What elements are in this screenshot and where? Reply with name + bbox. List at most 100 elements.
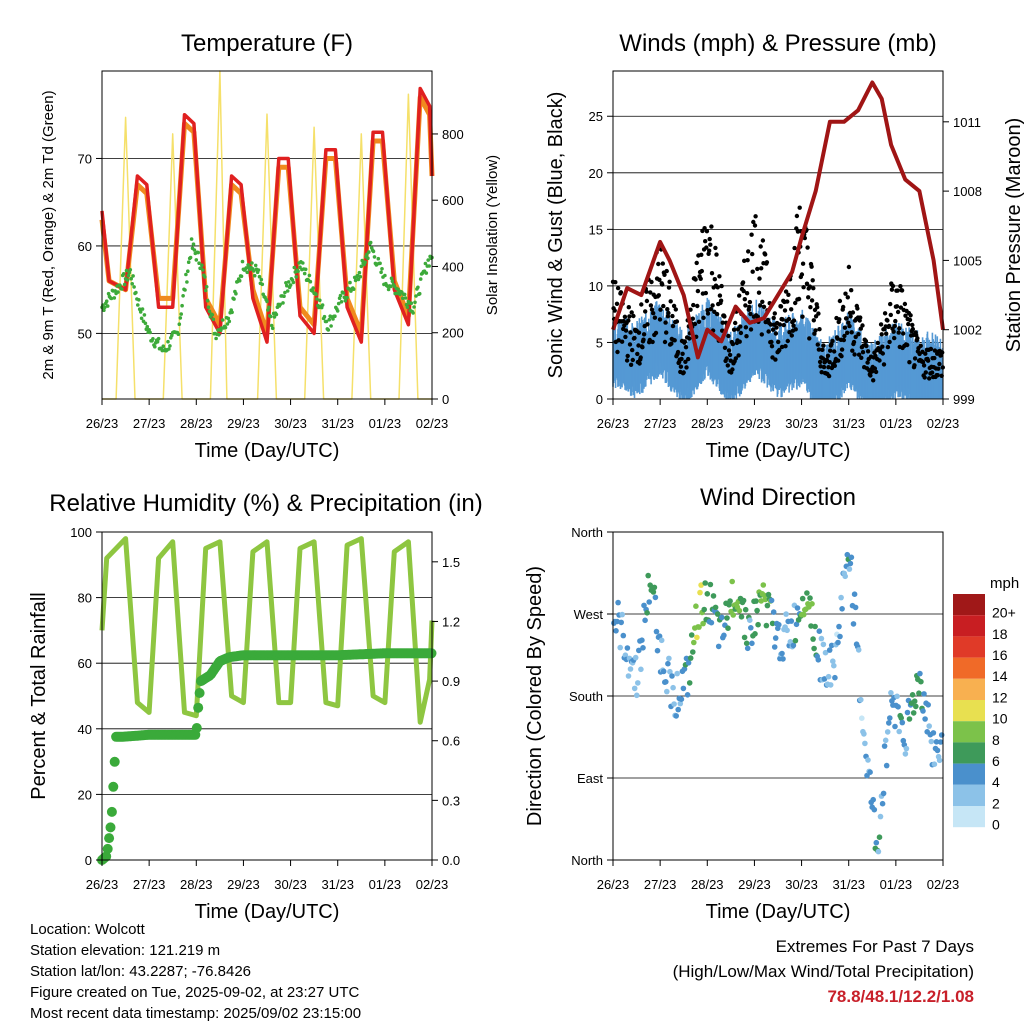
direction-point: [894, 693, 900, 700]
dewpoint-point: [250, 261, 254, 265]
dewpoint-point: [176, 332, 181, 337]
gust-point: [928, 346, 934, 352]
direction-point: [810, 636, 816, 642]
dewpoint-point: [192, 248, 197, 252]
legend-label: 14: [992, 668, 1008, 684]
dewpoint-point: [405, 305, 410, 310]
humidity-x-label: Time (Day/UTC): [195, 901, 340, 923]
gust-point: [686, 356, 691, 362]
y-tick-label: West: [574, 607, 604, 622]
dewpoint-point: [129, 276, 133, 281]
gust-point: [787, 330, 792, 335]
gust-point: [691, 302, 696, 308]
gust-point: [756, 290, 762, 295]
dewpoint-point: [179, 312, 183, 316]
gust-point: [710, 303, 715, 308]
direction-point: [922, 716, 928, 722]
gust-point: [865, 360, 870, 365]
y2-tick-label: 800: [442, 127, 464, 142]
gust-point: [683, 359, 688, 364]
gust-point: [815, 305, 820, 310]
dewpoint-point: [130, 282, 134, 286]
y-tick-label: South: [569, 689, 603, 704]
gust-point: [736, 353, 741, 358]
gust-point: [641, 337, 646, 342]
x-tick-label: 26/23: [86, 416, 119, 431]
dewpoint-point: [118, 283, 122, 288]
dewpoint-point: [315, 297, 319, 301]
gust-point: [932, 348, 938, 353]
dewpoint-point: [183, 288, 187, 292]
direction-point: [835, 639, 841, 646]
direction-point: [904, 709, 911, 716]
gust-point: [682, 339, 687, 344]
dewpoint-point: [307, 273, 312, 278]
gust-point: [658, 307, 663, 312]
direction-point: [822, 649, 829, 656]
dewpoint-point: [140, 307, 145, 311]
gust-point: [828, 348, 833, 353]
direction-point: [779, 650, 785, 657]
direction-point: [730, 612, 736, 618]
gust-point: [747, 299, 753, 305]
dewpoint-point: [197, 261, 201, 266]
gust-point: [758, 244, 763, 249]
direction-point: [902, 751, 909, 757]
dewpoint-point: [239, 274, 244, 279]
gust-point: [842, 325, 848, 330]
dewpoint-point: [137, 307, 142, 312]
direction-point: [627, 666, 634, 672]
gust-point: [797, 205, 802, 210]
gust-point: [644, 289, 649, 294]
direction-point: [619, 611, 625, 618]
direction-point: [921, 691, 927, 697]
y2-tick-label: 1.5: [442, 555, 460, 570]
direction-point: [879, 800, 886, 807]
direction-point: [651, 584, 658, 591]
gust-point: [717, 274, 722, 279]
direction-point: [654, 647, 661, 654]
gust-point: [779, 344, 785, 350]
dewpoint-point: [166, 339, 170, 344]
gust-point: [796, 296, 802, 302]
gust-point: [890, 283, 896, 289]
gust-point: [869, 369, 875, 374]
direction-point: [729, 578, 735, 585]
direction-point: [811, 645, 817, 652]
dewpoint-point: [234, 291, 238, 296]
direction-point: [926, 723, 932, 729]
gust-point: [809, 298, 815, 303]
gust-point: [707, 248, 712, 253]
info-created: Figure created on Tue, 2025-09-02, at 23…: [30, 984, 360, 1001]
dewpoint-point: [341, 291, 346, 295]
dewpoint-point: [353, 278, 358, 283]
direction-point: [719, 614, 725, 621]
x-tick-label: 31/23: [832, 416, 865, 431]
gust-point: [704, 245, 709, 250]
gust-point: [850, 348, 855, 353]
dewpoint-point: [396, 287, 400, 292]
direction-point: [875, 848, 882, 855]
gust-point: [619, 339, 625, 344]
gust-point: [921, 363, 927, 368]
dewpoint-point: [180, 303, 184, 308]
dewpoint-point: [288, 283, 293, 287]
x-tick-label: 31/23: [832, 877, 865, 892]
legend-swatch: [953, 615, 985, 637]
y2-tick-label: 1011: [953, 115, 981, 130]
gust-point: [882, 311, 888, 316]
wind-title: Winds (mph) & Pressure (mb): [619, 30, 936, 57]
precip-point: [191, 723, 202, 733]
gust-point: [795, 229, 801, 234]
gust-point: [747, 304, 752, 310]
gust-point: [709, 224, 714, 229]
direction-point: [640, 645, 646, 651]
gust-point: [873, 369, 879, 375]
gust-point: [692, 321, 698, 327]
gust-point: [783, 289, 789, 294]
y2-tick-label: 400: [442, 259, 464, 274]
direction-point: [742, 606, 749, 613]
gust-point: [812, 331, 817, 336]
dewpoint-point: [311, 286, 316, 290]
temperature-x-ticks: 26/23 27/23 28/23 29/23 30/23 31/23 01/23 02/23: [86, 399, 448, 431]
